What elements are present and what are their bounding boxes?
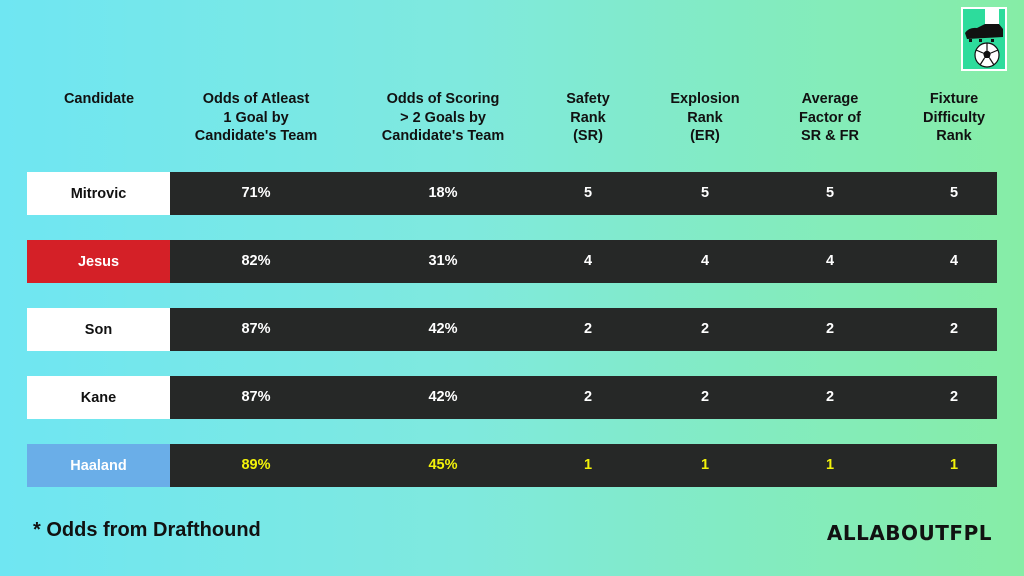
table-row: Haaland 89% 45% 1 1 1 1 [27,444,997,487]
cell-avg: 5 [825,185,835,201]
candidate-name: Son [27,308,170,351]
cell-odds2: 31% [428,253,458,269]
cell-er: 1 [700,457,710,473]
table-row: Kane 87% 42% 2 2 2 2 [27,376,997,419]
row-data-bar: 87% 42% 2 2 2 2 [170,376,997,419]
cell-er: 4 [700,253,710,269]
cell-avg: 1 [825,457,835,473]
header-explosion-rank: Explosion Rank (ER) [670,91,740,144]
table-row: Jesus 82% 31% 4 4 4 4 [27,240,997,283]
cell-odds1: 82% [241,253,271,269]
header-fixture-rank: Fixture Difficulty Rank [922,91,986,144]
cell-odds2: 42% [428,389,458,405]
header-average-factor: Average Factor of SR & FR [798,91,862,144]
cell-fdr: 2 [949,389,959,405]
cell-odds1: 71% [241,185,271,201]
row-data-bar: 71% 18% 5 5 5 5 [170,172,997,215]
cell-avg: 2 [825,321,835,337]
candidate-name: Jesus [27,240,170,283]
candidate-name: Mitrovic [27,172,170,215]
cell-odds2: 18% [428,185,458,201]
table-row: Mitrovic 71% 18% 5 5 5 5 [27,172,997,215]
cell-fdr: 2 [949,321,959,337]
cell-avg: 4 [825,253,835,269]
cell-odds1: 87% [241,321,271,337]
cell-odds2: 42% [428,321,458,337]
table-row: Son 87% 42% 2 2 2 2 [27,308,997,351]
cell-er: 2 [700,389,710,405]
cell-fdr: 5 [949,185,959,201]
header-odds-two-goals: Odds of Scoring > 2 Goals by Candidate's… [381,91,505,144]
brand-wordmark: ALLABOUTFPL [826,521,992,545]
cell-odds2: 45% [428,457,458,473]
cell-avg: 2 [825,389,835,405]
cell-er: 2 [700,321,710,337]
cell-fdr: 1 [949,457,959,473]
candidate-name: Kane [27,376,170,419]
row-data-bar: 89% 45% 1 1 1 1 [170,444,997,487]
cell-odds1: 87% [241,389,271,405]
header-odds-one-goal: Odds of Atleast 1 Goal by Candidate's Te… [194,91,318,144]
candidate-name: Haaland [27,444,170,487]
header-candidate: Candidate [63,91,135,107]
cell-fdr: 4 [949,253,959,269]
cell-er: 5 [700,185,710,201]
cell-sr: 2 [583,321,593,337]
cell-odds1: 89% [241,457,271,473]
table-header: Candidate Odds of Atleast 1 Goal by Cand… [0,90,1024,150]
row-data-bar: 82% 31% 4 4 4 4 [170,240,997,283]
boot-and-football-icon [961,7,1007,71]
cell-sr: 5 [583,185,593,201]
cell-sr: 4 [583,253,593,269]
cell-sr: 1 [583,457,593,473]
header-safety-rank: Safety Rank (SR) [566,91,610,144]
cell-sr: 2 [583,389,593,405]
footnote: * Odds from Drafthound [33,519,261,541]
row-data-bar: 87% 42% 2 2 2 2 [170,308,997,351]
